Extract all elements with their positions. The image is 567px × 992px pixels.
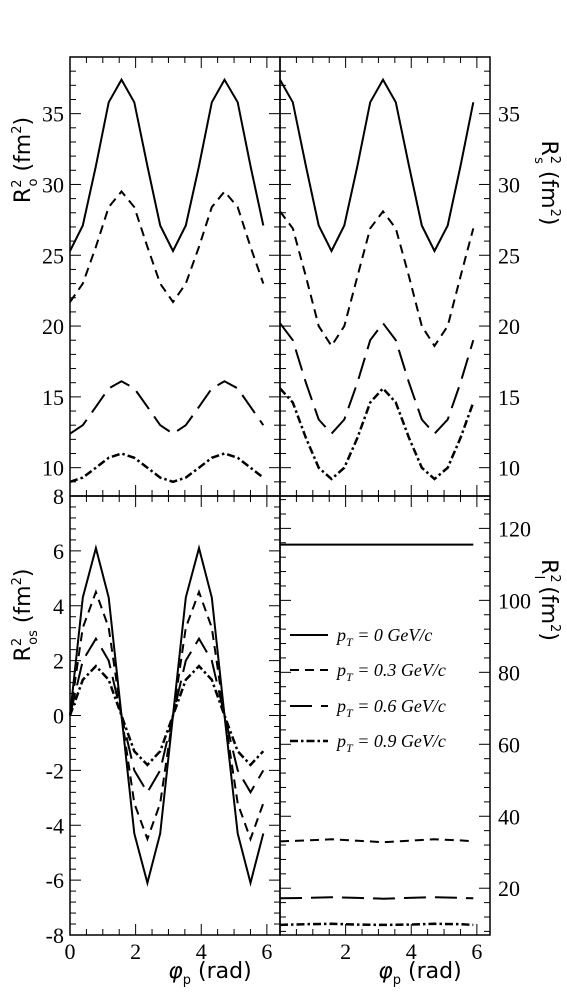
series-line-top-right-0 [279,77,475,254]
svg-text:R2s (fm2): R2s (fm2) [531,141,562,226]
x-tick-label: 2 [130,939,141,964]
y-tick-label: 120 [498,516,531,541]
tick-marks-layer [69,56,490,936]
legend-label-2: pT = 0.6 GeV/c [335,696,446,720]
y-tick-label: -2 [46,758,64,783]
axis-title-top-left: R2o (fm2) [10,117,41,203]
x-tick-label: 6 [261,939,272,964]
y-tick-label: 4 [53,594,64,619]
series-line-top-right-1 [279,209,475,348]
y-tick-label: 20 [42,314,64,339]
y-tick-label: 80 [498,660,520,685]
y-tick-label: 15 [498,385,520,410]
legend-label-3: pT = 0.9 GeV/c [335,731,446,755]
series-lines-layer [68,77,475,927]
y-tick-label: 0 [53,704,64,729]
axis-title-bottom-left: R2os (fm2) [10,569,41,662]
y-tick-label: 25 [498,243,520,268]
y-tick-label: 15 [42,385,64,410]
svg-text:R2l (fm2): R2l (fm2) [531,559,562,641]
y-tick-label: -8 [46,923,64,948]
y-tick-label: 35 [42,102,64,127]
x-axis-title-right: φp (rad) [378,959,461,988]
axis-title-top-right: R2s (fm2) [531,141,562,226]
y-tick-label: 30 [498,172,520,197]
series-line-top-right-2 [279,321,475,436]
axis-title-bottom-right: R2l (fm2) [531,559,562,641]
panel-top-right-frame [279,56,491,497]
y-tick-label: 20 [498,314,520,339]
y-tick-label: 35 [498,102,520,127]
y-tick-label: 10 [42,456,64,481]
series-line-bottom-left-3 [68,664,265,767]
y-tick-label: 60 [498,732,520,757]
y-tick-label: 25 [42,243,64,268]
y-tick-label: 20 [498,876,520,901]
series-line-top-left-3 [69,452,265,484]
y-tick-label: -6 [46,868,64,893]
y-tick-label: 100 [498,588,531,613]
y-tick-label: 30 [42,172,64,197]
svg-text:R2o (fm2): R2o (fm2) [10,117,41,203]
series-line-top-left-0 [69,77,265,254]
y-tick-label: -4 [46,813,64,838]
x-tick-label: 0 [65,939,76,964]
y-tick-label: 8 [53,484,64,509]
y-tick-label: 40 [498,804,520,829]
y-tick-label: 10 [498,456,520,481]
x-tick-label: 4 [196,939,207,964]
x-tick-label: 4 [406,939,417,964]
y-tick-label: 6 [53,539,64,564]
svg-text:R2os (fm2): R2os (fm2) [10,569,41,662]
legend-label-1: pT = 0.3 GeV/c [335,660,446,684]
series-line-bottom-left-2 [69,636,265,795]
series-line-top-right-3 [279,386,475,481]
series-line-bottom-right-3 [279,922,474,927]
panel-bottom-left-frame [69,495,281,936]
panel-top-left-frame [69,56,281,497]
series-line-top-left-1 [69,189,265,304]
x-tick-label: 2 [340,939,351,964]
y-tick-label: 2 [53,649,64,674]
series-line-bottom-right-1 [279,838,474,844]
series-line-bottom-right-2 [279,896,474,900]
x-tick-label: 6 [471,939,482,964]
legend: pT = 0 GeV/c pT = 0.3 GeV/c pT = 0.6 GeV… [290,625,446,755]
legend-label-0: pT = 0 GeV/c [335,625,432,649]
x-axis-title-left: φp (rad) [168,959,251,988]
series-line-top-left-2 [69,380,265,435]
series-line-bottom-left-0 [69,544,265,887]
